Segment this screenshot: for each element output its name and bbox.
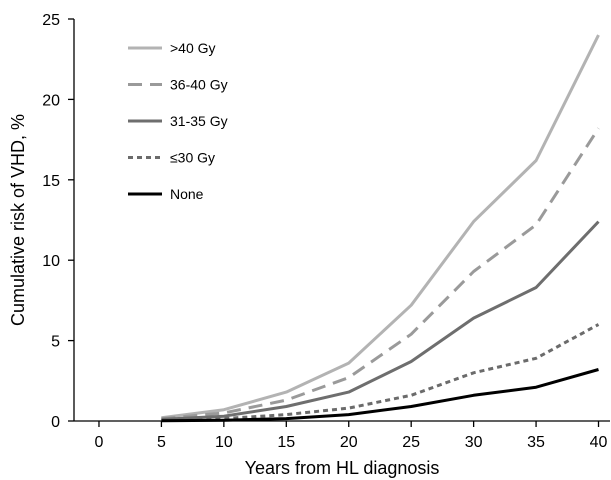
- y-ticks: 0 5 10 15 20 25: [42, 12, 74, 431]
- y-tick-label: 10: [42, 253, 60, 270]
- legend-label-3: ≤30 Gy: [170, 150, 215, 166]
- x-tick-label: 25: [402, 434, 420, 451]
- legend-label-0: >40 Gy: [170, 40, 216, 56]
- y-tick-label: 15: [42, 173, 60, 190]
- x-tick-label: 10: [215, 434, 233, 451]
- x-tick-label: 15: [277, 434, 295, 451]
- series-line-1: [161, 127, 600, 421]
- series-line-3: [161, 323, 600, 422]
- x-tick-label: 40: [590, 434, 608, 451]
- x-tick-label: 20: [340, 434, 358, 451]
- x-tick-label: 30: [465, 434, 483, 451]
- y-axis-title: Cumulative risk of VHD, %: [8, 114, 28, 326]
- series-line-4: [161, 368, 599, 423]
- legend-label-2: 31-35 Gy: [170, 113, 228, 129]
- series-line-2: [161, 220, 600, 421]
- y-tick-label: 5: [51, 334, 60, 351]
- legend-label-1: 36-40 Gy: [170, 77, 228, 93]
- legend-label-4: None: [170, 186, 204, 202]
- series-line-0: [161, 34, 600, 420]
- y-tick-label: 25: [42, 12, 60, 29]
- y-tick-label: 0: [51, 414, 60, 431]
- x-axis-title: Years from HL diagnosis: [245, 458, 440, 478]
- axes: [73, 19, 610, 422]
- x-tick-label: 0: [95, 434, 104, 451]
- x-tick-label: 35: [527, 434, 545, 451]
- y-tick-label: 20: [42, 92, 60, 109]
- x-tick-label: 5: [157, 434, 166, 451]
- series-layer: [161, 34, 600, 423]
- x-ticks: 0 5 10 15 20 25 30 35 40: [95, 421, 608, 451]
- legend: >40 Gy 36-40 Gy 31-35 Gy ≤30 Gy None: [128, 40, 228, 202]
